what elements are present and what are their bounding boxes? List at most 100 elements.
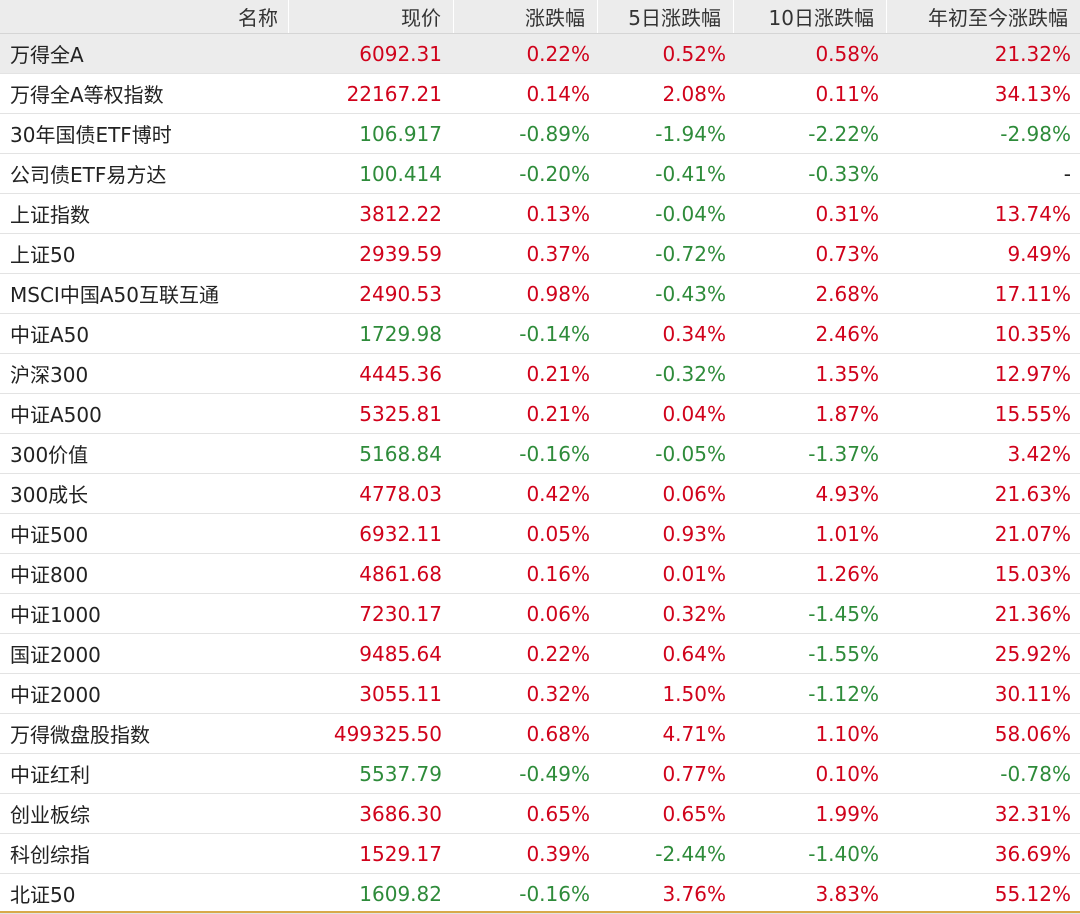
table-row[interactable]: 公司债ETF易方达 100.414 -0.20% -0.41% -0.33% -	[0, 154, 1080, 194]
cell-name: 上证50	[10, 243, 76, 267]
cell-change: -0.16%	[519, 441, 590, 466]
table-row[interactable]: 万得全A 6092.31 0.22% 0.52% 0.58% 21.32%	[0, 34, 1080, 74]
cell-price: 3686.30	[359, 801, 442, 826]
cell-price: 499325.50	[333, 721, 442, 746]
table-row[interactable]: 万得微盘股指数 499325.50 0.68% 4.71% 1.10% 58.06%	[0, 714, 1080, 754]
cell-10d-change: 1.26%	[815, 561, 879, 586]
cell-name: 万得全A等权指数	[10, 83, 164, 107]
table-row[interactable]: 中证A50 1729.98 -0.14% 0.34% 2.46% 10.35%	[0, 314, 1080, 354]
cell-name: 上证指数	[10, 203, 90, 227]
cell-change: 0.14%	[526, 81, 590, 106]
table-row[interactable]: 中证红利 5537.79 -0.49% 0.77% 0.10% -0.78%	[0, 754, 1080, 794]
cell-5d-change: -0.43%	[655, 281, 726, 306]
cell-ytd-change: 9.49%	[1007, 241, 1071, 266]
table-row[interactable]: 上证指数 3812.22 0.13% -0.04% 0.31% 13.74%	[0, 194, 1080, 234]
cell-change: 0.68%	[526, 721, 590, 746]
cell-change: 0.22%	[526, 41, 590, 66]
cell-name: 中证A50	[10, 323, 90, 347]
table-row[interactable]: 中证1000 7230.17 0.06% 0.32% -1.45% 21.36%	[0, 594, 1080, 634]
cell-5d-change: 0.04%	[662, 401, 726, 426]
cell-change: 0.65%	[526, 801, 590, 826]
cell-10d-change: -1.40%	[808, 841, 879, 866]
cell-name: 中证500	[10, 523, 89, 547]
table-row[interactable]: 30年国债ETF博时 106.917 -0.89% -1.94% -2.22% -2.98…	[0, 114, 1080, 154]
column-header-change[interactable]: 涨跌幅	[454, 0, 598, 33]
cell-price: 9485.64	[359, 641, 442, 666]
table-row[interactable]: 上证50 2939.59 0.37% -0.72% 0.73% 9.49%	[0, 234, 1080, 274]
table-row[interactable]: 中证500 6932.11 0.05% 0.93% 1.01% 21.07%	[0, 514, 1080, 554]
cell-ytd-change: 10.35%	[994, 321, 1071, 346]
cell-ytd-change: 12.97%	[994, 361, 1071, 386]
cell-name: 30年国债ETF博时	[10, 123, 172, 147]
cell-5d-change: 3.76%	[662, 881, 726, 906]
cell-price: 7230.17	[359, 601, 442, 626]
cell-change: 0.21%	[526, 361, 590, 386]
column-header-price[interactable]: 现价	[289, 0, 454, 33]
cell-price: 5537.79	[359, 761, 442, 786]
cell-price: 3055.11	[359, 681, 442, 706]
cell-5d-change: 4.71%	[662, 721, 726, 746]
cell-ytd-change: 15.55%	[994, 401, 1071, 426]
table-row[interactable]: 300价值 5168.84 -0.16% -0.05% -1.37% 3.42%	[0, 434, 1080, 474]
cell-10d-change: 0.10%	[815, 761, 879, 786]
cell-name: 中证1000	[10, 603, 101, 627]
cell-name: 中证2000	[10, 683, 101, 707]
cell-ytd-change: 21.07%	[994, 521, 1071, 546]
cell-ytd-change: -0.78%	[1000, 761, 1071, 786]
cell-10d-change: 2.68%	[815, 281, 879, 306]
cell-ytd-change: -	[1063, 161, 1071, 186]
cell-name: 万得全A	[10, 43, 84, 67]
table-header: 名称 现价 涨跌幅 5日涨跌幅 10日涨跌幅 年初至今涨跌幅	[0, 0, 1080, 34]
column-header-10d-change[interactable]: 10日涨跌幅	[734, 0, 887, 33]
table-row[interactable]: MSCI中国A50互联互通 2490.53 0.98% -0.43% 2.68% 17.1…	[0, 274, 1080, 314]
cell-5d-change: -0.72%	[655, 241, 726, 266]
cell-price: 2490.53	[359, 281, 442, 306]
table-row[interactable]: 科创综指 1529.17 0.39% -2.44% -1.40% 36.69%	[0, 834, 1080, 874]
column-header-ytd-change[interactable]: 年初至今涨跌幅	[928, 6, 1068, 30]
cell-ytd-change: 36.69%	[994, 841, 1071, 866]
cell-10d-change: 4.93%	[815, 481, 879, 506]
cell-change: -0.16%	[519, 881, 590, 906]
table-row[interactable]: 300成长 4778.03 0.42% 0.06% 4.93% 21.63%	[0, 474, 1080, 514]
cell-ytd-change: 21.63%	[994, 481, 1071, 506]
table-row[interactable]: 中证2000 3055.11 0.32% 1.50% -1.12% 30.11%	[0, 674, 1080, 714]
column-header-name[interactable]: 名称	[0, 0, 289, 33]
cell-name: MSCI中国A50互联互通	[10, 283, 219, 307]
table-row[interactable]: 中证800 4861.68 0.16% 0.01% 1.26% 15.03%	[0, 554, 1080, 594]
cell-price: 2939.59	[359, 241, 442, 266]
table-body: 万得全A 6092.31 0.22% 0.52% 0.58% 21.32% 万得全A等权指数…	[0, 34, 1080, 914]
cell-5d-change: 0.01%	[662, 561, 726, 586]
cell-price: 106.917	[359, 121, 442, 146]
cell-price: 1529.17	[359, 841, 442, 866]
table-row[interactable]: 国证2000 9485.64 0.22% 0.64% -1.55% 25.92%	[0, 634, 1080, 674]
cell-5d-change: 0.64%	[662, 641, 726, 666]
cell-change: 0.06%	[526, 601, 590, 626]
cell-5d-change: -2.44%	[655, 841, 726, 866]
table-row[interactable]: 沪深300 4445.36 0.21% -0.32% 1.35% 12.97%	[0, 354, 1080, 394]
cell-name: 公司债ETF易方达	[10, 163, 167, 187]
cell-price: 1729.98	[359, 321, 442, 346]
table-row[interactable]: 中证A500 5325.81 0.21% 0.04% 1.87% 15.55%	[0, 394, 1080, 434]
cell-ytd-change: 17.11%	[994, 281, 1071, 306]
cell-change: 0.13%	[526, 201, 590, 226]
cell-5d-change: 0.93%	[662, 521, 726, 546]
cell-5d-change: -0.04%	[655, 201, 726, 226]
cell-ytd-change: 21.36%	[994, 601, 1071, 626]
table-row[interactable]: 创业板综 3686.30 0.65% 0.65% 1.99% 32.31%	[0, 794, 1080, 834]
cell-name: 中证A500	[10, 403, 102, 427]
cell-10d-change: -1.55%	[808, 641, 879, 666]
table-row[interactable]: 北证50 1609.82 -0.16% 3.76% 3.83% 55.12%	[0, 874, 1080, 914]
cell-name: 中证红利	[10, 763, 90, 787]
cell-change: 0.37%	[526, 241, 590, 266]
table-row[interactable]: 万得全A等权指数 22167.21 0.14% 2.08% 0.11% 34.13%	[0, 74, 1080, 114]
cell-change: 0.98%	[526, 281, 590, 306]
cell-10d-change: 0.58%	[815, 41, 879, 66]
cell-10d-change: 1.87%	[815, 401, 879, 426]
cell-name: 国证2000	[10, 643, 101, 667]
cell-ytd-change: 21.32%	[994, 41, 1071, 66]
cell-ytd-change: 25.92%	[994, 641, 1071, 666]
column-header-5d-change[interactable]: 5日涨跌幅	[598, 0, 734, 33]
cell-change: -0.14%	[519, 321, 590, 346]
cell-name: 沪深300	[10, 363, 89, 387]
